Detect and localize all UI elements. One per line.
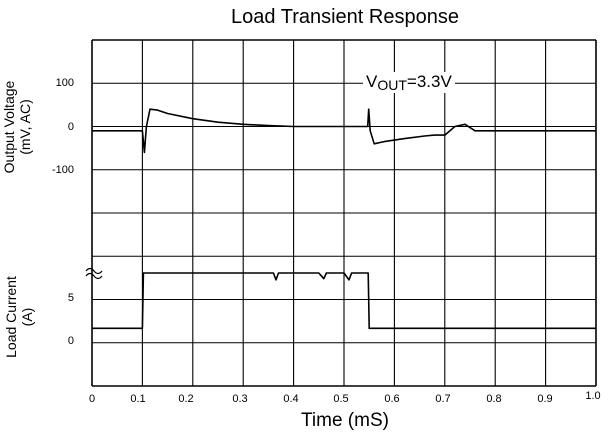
y-tick-voltage-0: 0 <box>67 121 74 133</box>
current-series-line <box>92 272 596 330</box>
x-tick-0-6: 0.6 <box>384 393 400 405</box>
x-axis-label: Time (mS) <box>301 410 389 431</box>
y-tick-current-0: 0 <box>67 335 74 347</box>
x-tick-0-2: 0.2 <box>178 393 194 405</box>
grid <box>91 39 597 387</box>
x-tick-1-0: 1.0 <box>585 390 601 402</box>
x-tick-0: 0 <box>88 393 96 405</box>
y-tick-voltage-100: 100 <box>55 77 74 89</box>
y-tick-voltage-minus-100: -100 <box>51 164 74 176</box>
y-tick-current-5: 5 <box>67 292 74 304</box>
vout-annotation-rest: =3.3V <box>406 72 452 91</box>
x-tick-0-5: 0.5 <box>333 393 349 405</box>
axis-break-mark <box>85 267 103 280</box>
series-layer <box>92 108 596 330</box>
x-tick-0-3: 0.3 <box>232 393 248 405</box>
vout-annotation: VOUT=3.3V <box>363 72 455 93</box>
voltage-series-line <box>92 108 596 154</box>
x-tick-0-1: 0.1 <box>130 393 146 405</box>
vout-annotation-sub: OUT <box>377 77 407 93</box>
chart-title: Load Transient Response <box>231 6 459 28</box>
x-tick-0-7: 0.7 <box>435 393 451 405</box>
x-tick-0-8: 0.8 <box>486 393 502 405</box>
x-tick-0-4: 0.4 <box>283 393 299 405</box>
x-tick-0-9: 0.9 <box>537 393 553 405</box>
vout-annotation-base: V <box>366 72 378 91</box>
